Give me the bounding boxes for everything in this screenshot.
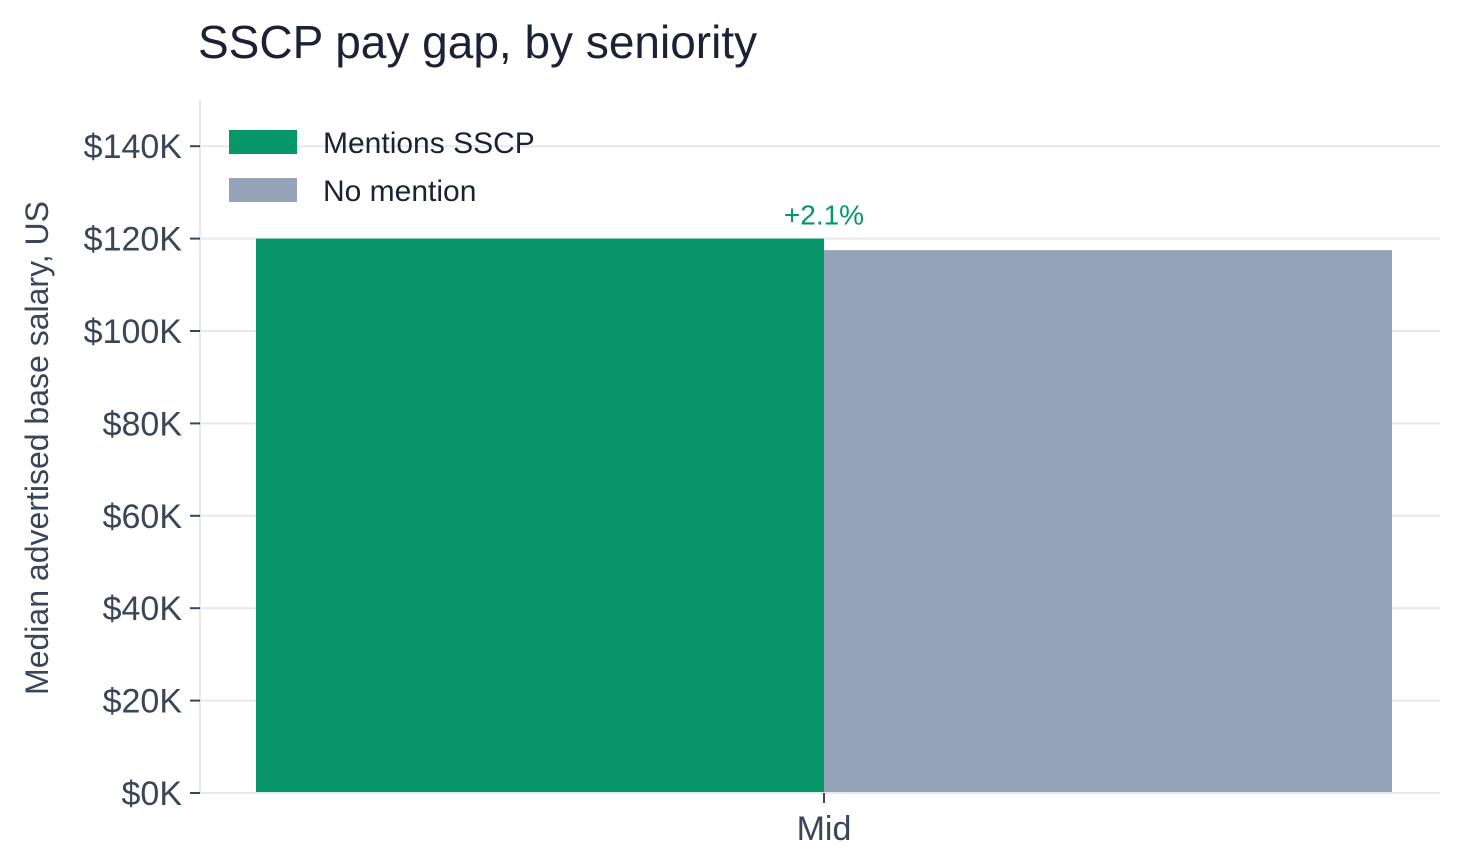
y-tick-label: $20K [103,683,183,721]
y-tick-label: $120K [84,221,183,259]
legend-label: Mentions SSCP [323,127,535,160]
bars [256,238,1392,794]
chart-title: SSCP pay gap, by seniority [198,16,757,68]
y-tick-label: $100K [84,313,183,351]
y-tick-label: $0K [122,775,183,813]
legend-label: No mention [323,175,476,208]
x-tick-label: Mid [797,810,852,848]
bar-annotation: +2.1% [784,200,864,231]
y-tick-label: $40K [103,590,183,628]
y-tick-label: $80K [103,405,183,443]
y-axis-label: Median advertised base salary, US [19,201,55,695]
legend-swatch [229,178,297,202]
legend: Mentions SSCP No mention [229,127,535,208]
y-tick-label: $60K [103,498,183,536]
y-tick-label: $140K [84,128,183,166]
axes [199,100,1440,794]
annotations: +2.1% [784,200,864,231]
bar-no-mention [824,250,1392,793]
x-axis-ticks: Mid [797,793,852,848]
legend-swatch [229,130,297,154]
bar-mentions-sscp [256,238,824,794]
y-axis-ticks: $0K $20K $40K $60K $80K $100K $120K $140K [84,128,200,813]
